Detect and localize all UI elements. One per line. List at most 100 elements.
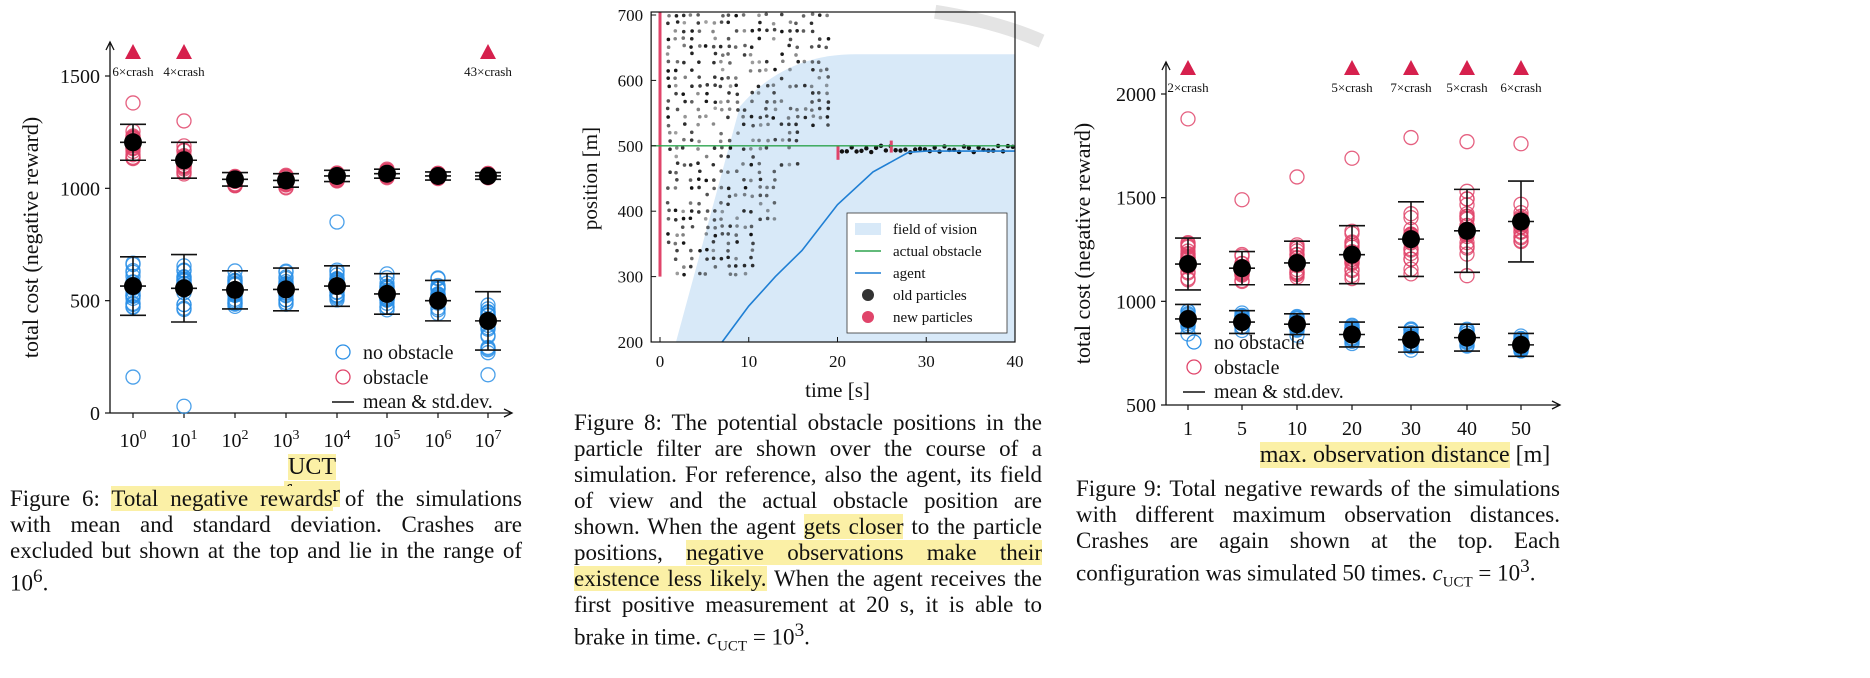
old-particle: [675, 59, 680, 64]
old-particle: [681, 216, 686, 221]
old-particle: [733, 272, 738, 277]
crash-marker: [176, 44, 192, 59]
x-tick-label: 20: [829, 352, 846, 371]
old-particle: [794, 21, 798, 26]
old-particle: [771, 21, 776, 26]
old-particle: [772, 27, 777, 32]
old-particle: [748, 69, 753, 73]
legend-marker: [862, 311, 874, 323]
old-particle: [713, 83, 717, 87]
old-particle: [741, 114, 745, 119]
new-particles: [658, 11, 662, 277]
old-particle: [718, 139, 723, 144]
old-particle: [771, 83, 776, 87]
old-particle: [682, 43, 686, 48]
mean-marker: [1288, 315, 1306, 334]
old-particle: [719, 200, 723, 205]
old-particle: [757, 36, 762, 41]
old-particle: [733, 45, 738, 49]
crash-label: 5×crash: [1446, 80, 1488, 95]
old-particle: [741, 162, 745, 166]
old-particle: [688, 216, 693, 221]
legend-label: obstacle: [363, 367, 429, 389]
old-particle: [961, 144, 967, 149]
old-particle: [976, 145, 981, 150]
old-particle: [704, 154, 709, 159]
old-particle: [726, 115, 730, 120]
old-particle: [719, 256, 724, 261]
old-particle: [824, 67, 829, 72]
old-particle: [758, 193, 763, 198]
old-particle: [726, 170, 730, 174]
figure-9-caption: Figure 9: Total negative rewards of the …: [1076, 476, 1560, 591]
old-particle: [742, 192, 747, 197]
old-particle: [713, 226, 717, 230]
old-particle: [704, 178, 709, 183]
old-particle: [757, 27, 762, 32]
old-particle: [809, 45, 814, 49]
old-particle: [742, 53, 747, 57]
x-tick-label: 10: [740, 352, 757, 371]
old-particle: [668, 170, 672, 175]
old-particle: [705, 247, 709, 252]
old-particle: [811, 67, 815, 72]
mean-marker: [1402, 230, 1420, 249]
y-tick-label: 1000: [1116, 291, 1156, 313]
old-particle: [697, 185, 701, 190]
old-particle: [751, 241, 755, 246]
old-particle: [696, 161, 700, 165]
old-particle: [682, 272, 686, 277]
old-particle: [780, 52, 784, 56]
old-particle: [666, 76, 671, 80]
old-particle: [801, 29, 806, 33]
x-tick-label: 107: [475, 428, 502, 452]
mean-marker: [378, 164, 396, 183]
old-particle: [675, 271, 680, 276]
crash-label: 2×crash: [1167, 80, 1209, 95]
figure-8: 200 300 400 500 600 700 0 10 20 30 40 time [s] posit…: [560, 0, 1060, 678]
old-particle: [675, 161, 680, 165]
old-particle: [720, 53, 725, 57]
figure-8-chart: 200 300 400 500 600 700 0 10 20 30 40 time [s] posit…: [578, 4, 1045, 402]
old-particle: [772, 200, 777, 205]
old-particle: [705, 257, 709, 261]
old-particle: [666, 21, 670, 26]
x-tick-label: 105: [374, 428, 401, 452]
old-particle: [750, 28, 755, 33]
y-axis-label: position [m]: [578, 127, 602, 230]
old-particle: [817, 37, 822, 41]
old-particle: [704, 232, 709, 236]
old-particle: [932, 145, 937, 150]
old-particle: [697, 60, 701, 64]
old-particle: [839, 149, 845, 154]
old-particle: [673, 36, 677, 41]
old-particle: [735, 216, 739, 221]
crash-label: 7×crash: [1390, 80, 1432, 95]
old-particle: [719, 169, 724, 173]
y-tick-label: 400: [618, 202, 644, 221]
old-particle: [673, 83, 678, 88]
obstacle-point: [125, 95, 141, 111]
old-particle: [771, 185, 776, 190]
old-particle: [734, 233, 739, 237]
old-particle: [734, 256, 738, 261]
old-particle: [771, 116, 776, 120]
legend-label: mean & std.dev.: [1214, 381, 1344, 403]
old-particle: [681, 233, 685, 237]
old-particle: [719, 100, 723, 104]
old-particle: [712, 60, 716, 65]
old-particle: [713, 233, 718, 238]
old-particle: [680, 146, 685, 150]
old-particle: [883, 148, 889, 153]
y-tick-label: 1500: [60, 66, 100, 88]
mean-marker: [226, 170, 244, 189]
y-tick-label: 1000: [60, 178, 100, 200]
old-particle: [811, 114, 816, 118]
old-particle: [742, 209, 746, 213]
old-particle: [674, 170, 678, 175]
old-particle: [721, 13, 725, 18]
old-particle: [780, 29, 784, 34]
old-particle: [704, 20, 708, 24]
old-particle: [749, 210, 753, 214]
old-particle: [698, 248, 702, 253]
